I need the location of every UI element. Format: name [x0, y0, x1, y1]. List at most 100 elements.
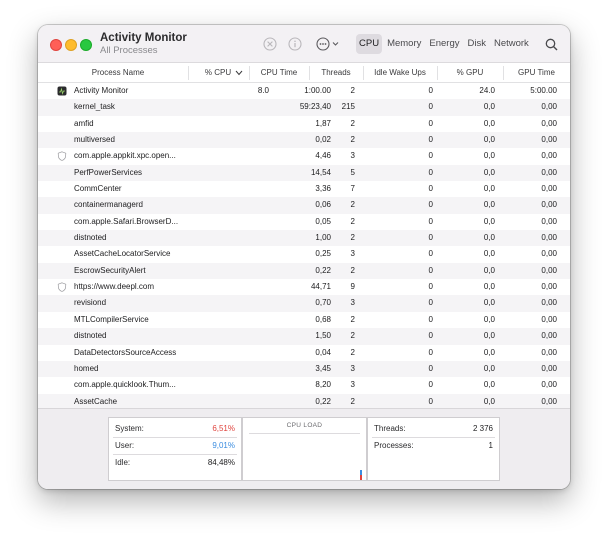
process-gpu-time: 0,00: [541, 184, 557, 194]
process-gpu: 0,0: [483, 135, 495, 145]
process-threads: 7: [350, 184, 355, 194]
magnifying-glass-icon[interactable]: [543, 36, 559, 52]
process-cpu-time: 0,05: [315, 216, 331, 226]
activity-monitor-window: Activity Monitor All Processes CPU Memor…: [38, 25, 570, 489]
process-threads: 2: [350, 118, 355, 128]
x-circle-icon[interactable]: [262, 36, 278, 52]
table-row[interactable]: distnoted 1,00 2 0 0,0 0,00: [38, 230, 570, 247]
column-divider[interactable]: [188, 66, 189, 80]
tab-network[interactable]: Network: [493, 38, 529, 49]
process-cpu: [226, 361, 269, 377]
table-row[interactable]: multiversed 0,02 2 0 0,0 0,00: [38, 132, 570, 149]
process-threads: 3: [350, 249, 355, 259]
table-row[interactable]: CommCenter 3,36 7 0 0,0 0,00: [38, 181, 570, 197]
column-divider[interactable]: [437, 66, 438, 80]
process-gpu-time: 0,00: [541, 151, 557, 161]
process-gpu: 0,0: [483, 249, 495, 259]
zoom-window-button[interactable]: [80, 39, 92, 51]
process-name: revisiond: [74, 298, 107, 308]
process-threads: 3: [350, 151, 355, 161]
table-row[interactable]: Activity Monitor 8.0 1:00.00 2 0 24.0 5:00.00: [38, 83, 570, 99]
cpu-load-system-bar: [360, 475, 362, 480]
process-gpu-time: 0,00: [541, 216, 557, 226]
table-row[interactable]: com.apple.Safari.BrowserD... 0,05 2 0 0,0 0,0…: [38, 214, 570, 230]
table-row[interactable]: com.apple.quicklook.Thum... 8,20 3 0 0,0 0,00: [38, 377, 570, 393]
window-subtitle[interactable]: All Processes: [100, 45, 158, 56]
process-gpu: 0,0: [483, 118, 495, 128]
process-threads: 215: [341, 102, 355, 112]
table-row[interactable]: AssetCacheLocatorService 0,25 3 0 0,0 0,00: [38, 246, 570, 262]
process-cpu-time: 4,46: [315, 151, 331, 161]
table-row[interactable]: EscrowSecurityAlert 0,22 2 0 0,0 0,00: [38, 262, 570, 280]
process-cpu-time: 1,50: [315, 331, 331, 341]
process-gpu-time: 0,00: [541, 347, 557, 357]
table-row[interactable]: distnoted 1,50 2 0 0,0 0,00: [38, 328, 570, 345]
process-cpu-time: 0,06: [315, 200, 331, 210]
table-row[interactable]: containermanagerd 0,06 2 0 0,0 0,00: [38, 197, 570, 214]
process-cpu: [226, 132, 269, 148]
column-header-idle-wake-ups[interactable]: Idle Wake Ups: [374, 68, 426, 77]
process-gpu: 0,0: [483, 380, 495, 390]
minimize-window-button[interactable]: [65, 39, 77, 51]
table-row[interactable]: DataDetectorsSourceAccess 0,04 2 0 0,0 0,00: [38, 345, 570, 361]
process-threads: 3: [350, 363, 355, 373]
process-name: distnoted: [74, 331, 107, 341]
title-bar: Activity Monitor All Processes CPU Memor…: [38, 25, 570, 63]
process-gpu: 0,0: [483, 167, 495, 177]
process-idle-wake-ups: 0: [428, 380, 433, 390]
ellipsis-circle-icon[interactable]: [316, 36, 342, 52]
process-idle-wake-ups: 0: [428, 200, 433, 210]
process-name: PerfPowerServices: [74, 167, 143, 177]
process-gpu-time: 0,00: [541, 135, 557, 145]
table-row[interactable]: PerfPowerServices 14,54 5 0 0,0 0,00: [38, 164, 570, 182]
process-idle-wake-ups: 0: [428, 184, 433, 194]
process-idle-wake-ups: 0: [428, 216, 433, 226]
tab-cpu[interactable]: CPU: [356, 34, 383, 54]
process-gpu: 0,0: [483, 200, 495, 210]
column-header-threads[interactable]: Threads: [321, 68, 351, 77]
process-cpu: [226, 230, 269, 246]
column-divider[interactable]: [249, 66, 250, 80]
process-gpu: 0,0: [483, 151, 495, 161]
column-divider[interactable]: [363, 66, 364, 80]
tab-memory[interactable]: Memory: [387, 38, 422, 49]
process-table[interactable]: Activity Monitor 8.0 1:00.00 2 0 24.0 5:00.00 k…: [38, 83, 570, 411]
chevron-down-icon: [235, 70, 243, 76]
table-row[interactable]: AssetCache 0,22 2 0 0,0 0,00: [38, 393, 570, 410]
column-divider[interactable]: [503, 66, 504, 80]
process-gpu-time: 0,00: [541, 314, 557, 324]
column-header-cpu[interactable]: % CPU: [204, 68, 232, 77]
table-row[interactable]: revisiond 0,70 3 0 0,0 0,00: [38, 295, 570, 312]
column-header-process-name[interactable]: Process Name: [91, 68, 145, 77]
process-cpu-time: 0,70: [315, 298, 331, 308]
process-name: EscrowSecurityAlert: [74, 265, 146, 275]
process-idle-wake-ups: 0: [428, 151, 433, 161]
table-row[interactable]: amfid 1,87 2 0 0,0 0,00: [38, 116, 570, 132]
column-header-gpu[interactable]: % GPU: [456, 68, 484, 77]
tab-disk[interactable]: Disk: [467, 38, 486, 49]
tab-energy[interactable]: Energy: [429, 38, 460, 49]
process-gpu: 0,0: [483, 282, 495, 292]
column-divider[interactable]: [309, 66, 310, 80]
divider: [249, 433, 360, 434]
process-gpu: 0,0: [483, 184, 495, 194]
divider: [113, 454, 237, 455]
process-gpu-time: 0,00: [541, 118, 557, 128]
table-row[interactable]: com.apple.appkit.xpc.open... 4,46 3 0 0,0 0,0…: [38, 148, 570, 164]
process-cpu-time: 3,45: [315, 363, 331, 373]
process-gpu-time: 0,00: [541, 233, 557, 243]
info-circle-icon[interactable]: [287, 36, 303, 52]
process-gpu-time: 0,00: [541, 331, 557, 341]
process-threads: 2: [350, 265, 355, 275]
process-gpu: 0,0: [483, 216, 495, 226]
column-header-gpu-time[interactable]: GPU Time: [518, 68, 555, 77]
table-row[interactable]: homed 3,45 3 0 0,0 0,00: [38, 360, 570, 378]
column-header-cpu-time[interactable]: CPU Time: [260, 68, 298, 77]
process-threads: 3: [350, 298, 355, 308]
table-row[interactable]: kernel_task 59:23,40 215 0 0,0 0,00: [38, 99, 570, 116]
process-name: containermanagerd: [74, 200, 143, 210]
close-window-button[interactable]: [50, 39, 62, 51]
process-cpu: [226, 181, 269, 197]
table-row[interactable]: https://www.deepl.com 44,71 9 0 0,0 0,00: [38, 279, 570, 295]
table-row[interactable]: MTLCompilerService 0,68 2 0 0,0 0,00: [38, 312, 570, 328]
